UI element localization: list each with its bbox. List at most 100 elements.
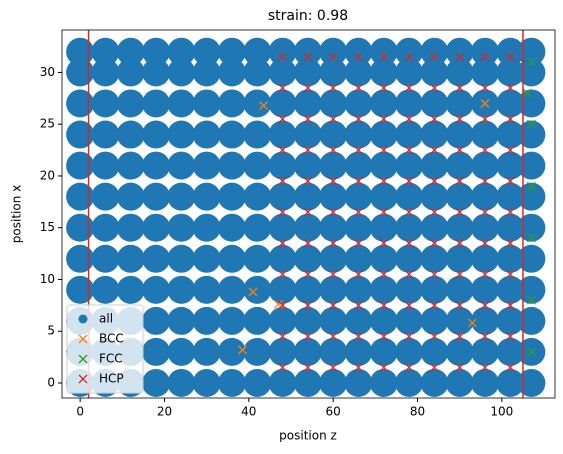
point bbox=[379, 300, 389, 310]
cross-stroke bbox=[328, 269, 338, 279]
cross-stroke bbox=[78, 334, 88, 344]
x-tick-label: 40 bbox=[241, 405, 256, 419]
y-tick-label: 10 bbox=[40, 272, 55, 286]
point bbox=[268, 89, 297, 118]
cross-stroke bbox=[429, 269, 439, 279]
point bbox=[192, 37, 221, 66]
point bbox=[268, 182, 297, 211]
point bbox=[496, 58, 525, 87]
cross-stroke bbox=[78, 354, 88, 364]
cross-stroke bbox=[303, 145, 313, 155]
cross-stroke bbox=[354, 145, 363, 155]
point bbox=[470, 37, 499, 66]
point bbox=[243, 89, 272, 118]
point bbox=[395, 368, 424, 397]
cross-stroke bbox=[429, 176, 439, 186]
point bbox=[354, 331, 363, 341]
point bbox=[319, 120, 348, 149]
point bbox=[192, 368, 221, 397]
point bbox=[192, 151, 221, 180]
cross-stroke bbox=[505, 238, 515, 248]
point bbox=[496, 182, 525, 211]
point bbox=[303, 238, 313, 248]
cross-stroke bbox=[303, 238, 313, 248]
legend-label: BCC bbox=[99, 332, 124, 346]
point bbox=[217, 182, 246, 211]
point bbox=[369, 213, 398, 242]
point bbox=[354, 207, 363, 217]
point bbox=[420, 37, 449, 66]
legend: all BCC FCC HCP bbox=[66, 304, 144, 394]
cross-stroke bbox=[505, 114, 515, 124]
point bbox=[455, 363, 465, 372]
point bbox=[395, 337, 424, 366]
plot-frame bbox=[61, 29, 556, 399]
point bbox=[344, 275, 373, 304]
cross-stroke bbox=[480, 114, 490, 124]
point bbox=[243, 37, 272, 66]
point bbox=[470, 213, 499, 242]
point bbox=[293, 275, 322, 304]
point bbox=[328, 238, 338, 248]
point bbox=[420, 182, 449, 211]
point bbox=[420, 151, 449, 180]
point bbox=[319, 37, 348, 66]
point bbox=[167, 368, 196, 397]
cross-stroke bbox=[455, 176, 465, 186]
cross-stroke bbox=[429, 83, 439, 93]
point bbox=[116, 275, 145, 304]
cross-stroke bbox=[328, 207, 338, 217]
point bbox=[429, 269, 439, 279]
cross-stroke bbox=[78, 374, 88, 384]
point bbox=[167, 275, 196, 304]
cross-stroke bbox=[404, 52, 414, 62]
cross-stroke bbox=[505, 331, 515, 341]
point bbox=[379, 269, 389, 279]
point bbox=[379, 114, 389, 124]
cross-stroke bbox=[278, 207, 288, 217]
point bbox=[429, 331, 439, 341]
cross-stroke bbox=[505, 207, 515, 217]
point bbox=[369, 58, 398, 87]
point bbox=[66, 275, 95, 304]
cross-stroke bbox=[505, 269, 515, 279]
point bbox=[66, 89, 95, 118]
cross-stroke bbox=[354, 238, 363, 248]
point bbox=[192, 182, 221, 211]
point bbox=[480, 99, 490, 108]
point bbox=[66, 151, 95, 180]
point bbox=[268, 213, 297, 242]
point bbox=[526, 119, 536, 129]
cross-stroke bbox=[328, 300, 338, 310]
legend-marker bbox=[78, 334, 88, 344]
point bbox=[344, 244, 373, 273]
point bbox=[404, 145, 414, 155]
cross-stroke bbox=[278, 238, 288, 248]
point bbox=[167, 213, 196, 242]
cross-stroke bbox=[354, 52, 363, 62]
point bbox=[217, 275, 246, 304]
cross-stroke bbox=[404, 269, 414, 279]
point bbox=[319, 213, 348, 242]
point bbox=[303, 114, 313, 124]
point bbox=[278, 114, 288, 124]
point bbox=[268, 151, 297, 180]
cross-stroke bbox=[248, 287, 258, 297]
y-tick-label: 25 bbox=[40, 117, 55, 131]
legend-marker bbox=[78, 314, 88, 324]
point bbox=[429, 83, 439, 93]
point bbox=[344, 58, 373, 87]
cross-stroke bbox=[455, 300, 465, 310]
cross-stroke bbox=[404, 331, 414, 341]
point bbox=[445, 182, 474, 211]
cross-stroke bbox=[505, 145, 515, 155]
point bbox=[379, 238, 389, 248]
point bbox=[395, 58, 424, 87]
point bbox=[217, 58, 246, 87]
point bbox=[167, 337, 196, 366]
point bbox=[404, 83, 414, 93]
point bbox=[278, 145, 288, 155]
point bbox=[328, 269, 338, 279]
cross-stroke bbox=[278, 363, 288, 372]
point bbox=[496, 306, 525, 335]
